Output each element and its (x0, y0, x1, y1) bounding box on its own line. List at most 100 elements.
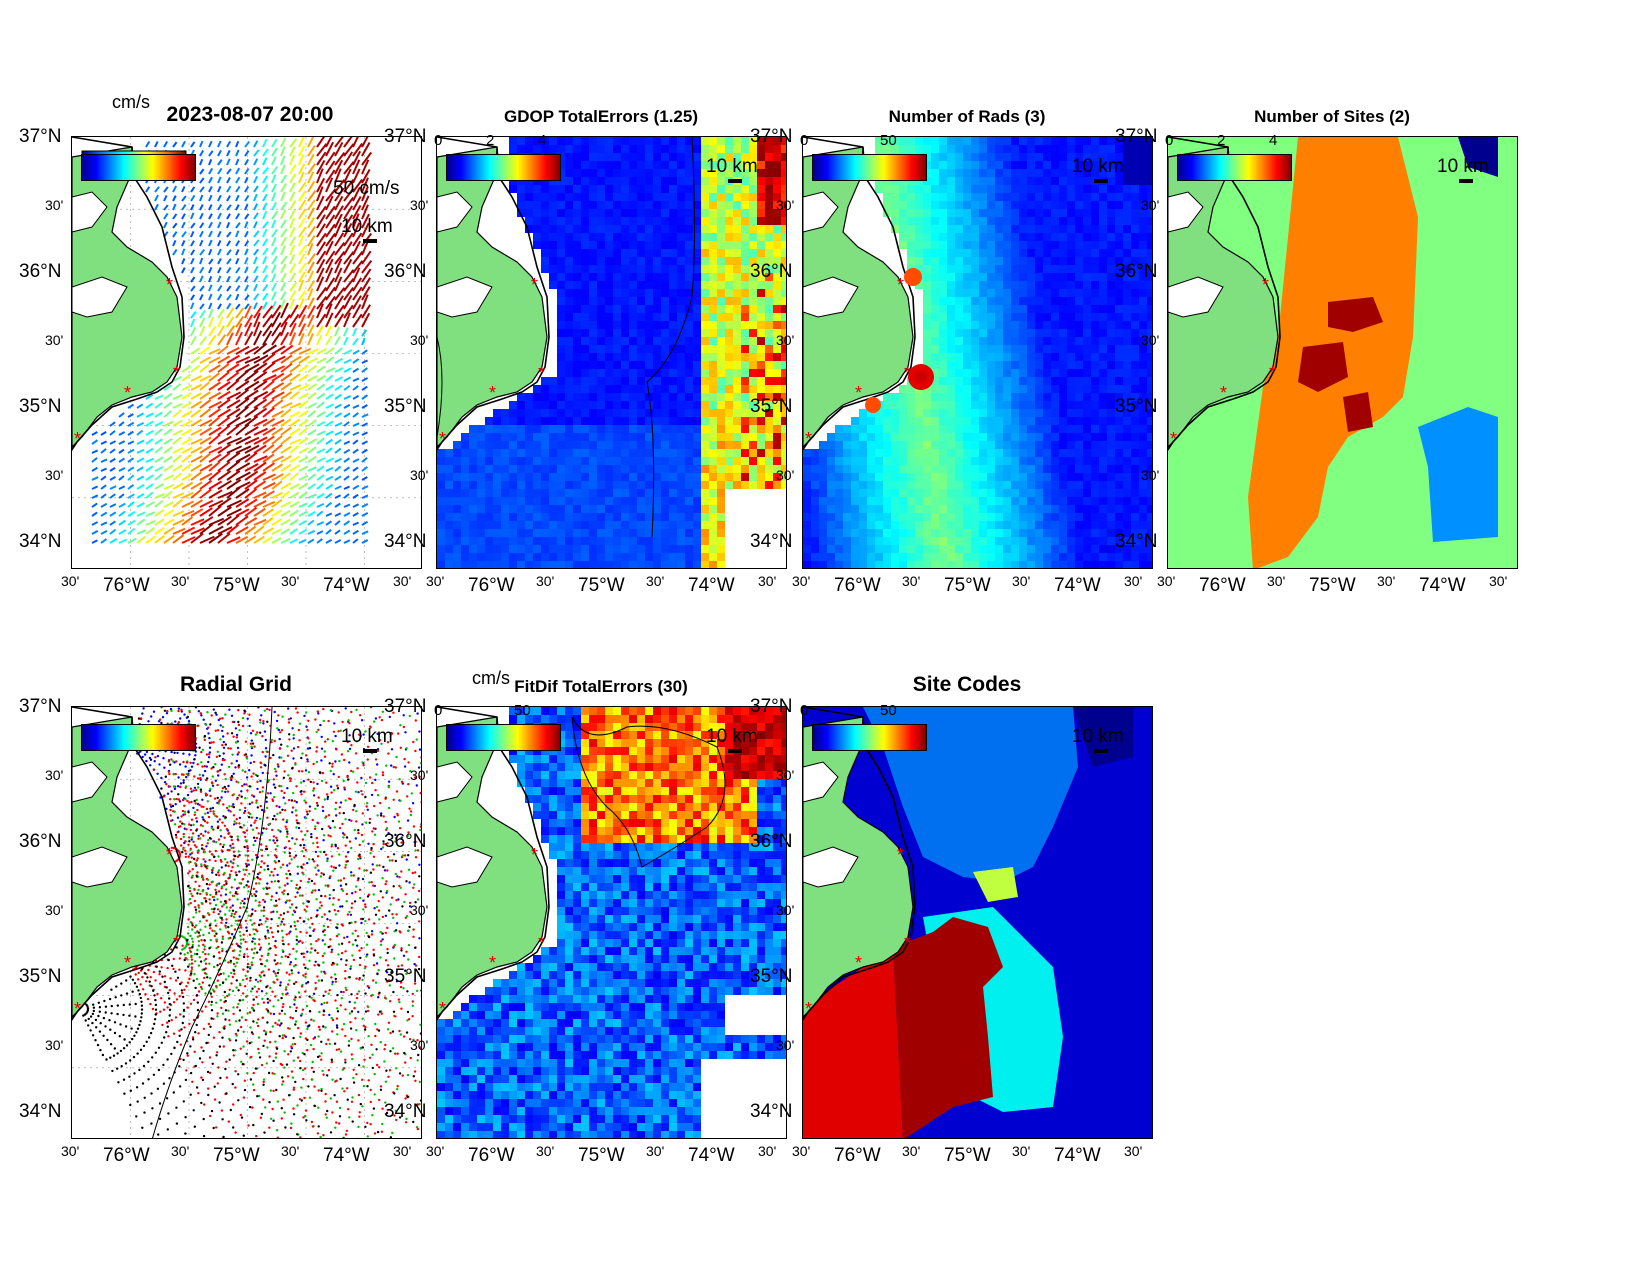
data-cell (637, 497, 645, 505)
data-cell (1027, 161, 1035, 169)
current-vector (154, 446, 163, 454)
data-cell (525, 473, 533, 481)
data-cell (867, 137, 875, 145)
data-cell (461, 529, 469, 537)
data-cell (733, 537, 741, 545)
data-cell (979, 233, 987, 241)
data-cell (781, 561, 786, 568)
data-cell (485, 217, 493, 225)
data-cell (891, 145, 899, 153)
data-cell (971, 305, 979, 313)
data-cell (645, 297, 653, 305)
data-cell (621, 417, 629, 425)
current-vector (226, 523, 240, 535)
data-cell (645, 449, 653, 457)
data-cell (995, 345, 1003, 353)
data-cell (733, 145, 741, 153)
data-cell (757, 209, 765, 217)
current-vector (361, 422, 368, 427)
data-cell (645, 489, 653, 497)
data-cell (971, 377, 979, 385)
data-cell (605, 505, 613, 513)
current-vector (325, 367, 336, 373)
data-cell (677, 145, 685, 153)
data-cell (899, 209, 907, 217)
current-vector (280, 445, 292, 454)
current-vector (199, 149, 205, 157)
data-cell (1043, 297, 1051, 305)
data-cell (1035, 225, 1043, 233)
data-cell (1075, 281, 1083, 289)
data-cell (1139, 369, 1147, 377)
data-cell (947, 145, 955, 153)
data-cell (565, 273, 573, 281)
data-cell (517, 561, 525, 568)
data-cell (669, 249, 677, 257)
data-cell (907, 209, 915, 217)
current-vector (109, 485, 117, 490)
data-cell (549, 329, 557, 337)
current-vector (253, 212, 259, 220)
data-cell (501, 529, 509, 537)
current-vector (343, 421, 350, 427)
data-cell (1083, 377, 1091, 385)
data-cell (1067, 241, 1075, 249)
data-cell (549, 449, 557, 457)
current-vector (325, 335, 333, 346)
current-vector (217, 371, 230, 382)
current-vector (271, 147, 278, 157)
data-cell (685, 233, 693, 241)
data-cell (509, 545, 517, 553)
current-vector (316, 325, 324, 337)
data-cell (501, 393, 509, 401)
data-cell (581, 217, 589, 225)
data-cell (1027, 137, 1035, 145)
current-vector (262, 380, 275, 391)
current-vector (172, 534, 185, 544)
data-cell (621, 521, 629, 529)
current-vector (298, 190, 307, 202)
current-vector (199, 335, 208, 346)
data-cell (1011, 137, 1019, 145)
data-cell (517, 529, 525, 537)
data-cell (621, 329, 629, 337)
data-cell (437, 465, 445, 473)
data-cell (1059, 201, 1067, 209)
data-cell (605, 481, 613, 489)
data-cell (741, 361, 749, 369)
data-cell (517, 209, 525, 217)
data-cell (461, 425, 469, 433)
data-cell (677, 329, 685, 337)
data-cell (725, 513, 733, 521)
current-vector (154, 421, 164, 427)
current-vector (361, 530, 369, 535)
data-cell (613, 457, 621, 465)
current-vector (325, 295, 336, 310)
data-cell (1099, 217, 1107, 225)
data-cell (971, 385, 979, 393)
data-cell (1091, 265, 1099, 273)
data-cell (1131, 145, 1139, 153)
data-cell (1003, 145, 1011, 153)
data-cell (741, 305, 749, 313)
current-vector (280, 272, 287, 283)
data-cell (971, 185, 979, 193)
data-cell (995, 137, 1003, 145)
data-cell (773, 193, 781, 201)
data-cell (525, 241, 533, 249)
data-cell (525, 489, 533, 497)
data-cell (541, 281, 549, 289)
data-cell (1011, 273, 1019, 281)
data-cell (995, 217, 1003, 225)
current-vector (253, 342, 268, 355)
current-vector (172, 248, 178, 256)
current-vector (226, 316, 235, 328)
current-vector (190, 266, 195, 274)
data-cell (709, 433, 717, 441)
current-vector (334, 384, 343, 391)
current-vector (298, 263, 307, 274)
current-vector (280, 354, 293, 364)
current-vector (316, 482, 324, 490)
data-cell (859, 201, 867, 209)
data-cell (995, 305, 1003, 313)
